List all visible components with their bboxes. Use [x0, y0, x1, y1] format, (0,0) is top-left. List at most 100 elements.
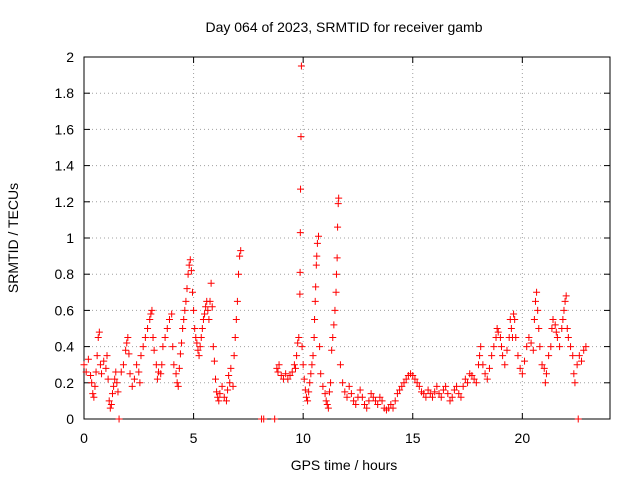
data-point-marker — [92, 368, 100, 376]
data-point-marker — [161, 334, 169, 342]
data-point-marker — [84, 355, 92, 363]
data-point-marker — [468, 372, 476, 380]
data-point-marker — [153, 375, 161, 383]
data-point-marker — [82, 368, 90, 376]
data-point-marker — [358, 393, 366, 401]
data-point-marker — [100, 357, 108, 365]
data-point-marker — [552, 328, 560, 336]
data-point-marker — [213, 388, 221, 396]
data-point-marker — [483, 375, 491, 383]
data-point-marker — [319, 382, 327, 390]
y-tick-label: 1.6 — [55, 121, 75, 137]
data-point-marker — [220, 393, 228, 401]
data-point-marker — [172, 370, 180, 378]
data-point-marker — [236, 252, 244, 260]
data-point-marker — [573, 361, 581, 369]
data-point-marker — [95, 328, 103, 336]
y-tick-label: 0.6 — [55, 302, 75, 318]
y-axis-label: SRMTID / TECUs — [5, 183, 21, 293]
data-point-marker — [374, 401, 382, 409]
data-point-marker — [578, 357, 586, 365]
data-point-marker — [94, 334, 102, 342]
data-point-marker — [324, 404, 332, 412]
data-point-marker — [235, 270, 243, 278]
x-tick-label: 20 — [515, 430, 531, 446]
data-point-marker — [210, 357, 218, 365]
data-point-marker — [321, 390, 329, 398]
data-point-marker — [439, 386, 447, 394]
data-point-marker — [453, 382, 461, 390]
data-point-marker — [128, 382, 136, 390]
data-point-marker — [226, 379, 234, 387]
data-point-marker — [88, 379, 96, 387]
data-point-marker — [208, 303, 216, 311]
data-point-marker — [396, 386, 404, 394]
data-point-marker — [428, 393, 436, 401]
y-tick-label: 0.4 — [55, 339, 75, 355]
data-point-marker — [536, 343, 544, 351]
data-point-marker — [333, 254, 341, 262]
data-point-marker — [461, 375, 469, 383]
data-point-marker — [350, 397, 358, 405]
data-point-marker — [105, 397, 113, 405]
data-point-marker — [514, 352, 522, 360]
data-point-marker — [347, 390, 355, 398]
data-point-marker — [187, 267, 195, 275]
data-point-marker — [146, 315, 154, 323]
data-point-marker — [343, 393, 351, 401]
data-point-marker — [194, 346, 202, 354]
data-point-marker — [185, 261, 193, 269]
data-point-marker — [139, 343, 147, 351]
data-point-marker — [163, 325, 171, 332]
data-point-marker — [113, 379, 121, 387]
y-tick-label: 0.2 — [55, 375, 75, 391]
data-point-marker — [371, 397, 379, 405]
data-point-marker — [209, 343, 217, 351]
data-point-marker — [207, 279, 215, 287]
data-point-marker — [415, 382, 423, 390]
data-point-marker — [125, 350, 133, 358]
data-point-marker — [422, 393, 430, 401]
data-point-marker — [98, 370, 106, 378]
data-point-marker — [472, 379, 480, 387]
data-point-marker — [345, 382, 353, 390]
data-point-marker — [575, 352, 583, 360]
data-point-marker — [80, 361, 88, 369]
data-point-marker — [304, 397, 312, 405]
data-point-marker — [501, 361, 509, 369]
data-point-marker — [274, 368, 282, 376]
x-axis-label: GPS time / hours — [291, 457, 398, 473]
y-tick-label: 2 — [66, 49, 74, 65]
data-point-marker — [332, 270, 340, 278]
data-point-marker — [178, 339, 186, 347]
data-point-marker — [402, 375, 410, 383]
data-point-marker — [133, 361, 141, 369]
data-point-marker — [315, 232, 323, 240]
data-point-marker — [365, 397, 373, 405]
data-point-marker — [426, 390, 434, 398]
data-point-marker — [110, 382, 118, 390]
data-point-marker — [538, 361, 546, 369]
data-point-marker — [275, 361, 283, 369]
x-tick-label: 15 — [405, 430, 421, 446]
data-point-marker — [237, 247, 245, 255]
data-point-marker — [107, 401, 115, 409]
data-point-marker — [230, 352, 238, 360]
data-point-marker — [313, 239, 321, 247]
data-point-marker — [225, 372, 233, 380]
y-tick-label: 1.4 — [55, 158, 75, 174]
data-point-marker — [103, 352, 111, 360]
data-point-marker — [168, 310, 176, 318]
data-point-marker — [328, 346, 336, 354]
data-point-marker — [341, 388, 349, 396]
data-point-marker — [214, 393, 222, 401]
data-point-marker — [175, 364, 183, 372]
data-point-marker — [562, 292, 570, 300]
data-point-marker — [176, 350, 184, 358]
data-point-marker — [301, 386, 309, 394]
data-point-marker — [534, 306, 542, 314]
data-point-marker — [448, 393, 456, 401]
data-point-marker — [455, 390, 463, 398]
data-point-marker — [233, 297, 241, 305]
data-point-marker — [191, 325, 199, 332]
